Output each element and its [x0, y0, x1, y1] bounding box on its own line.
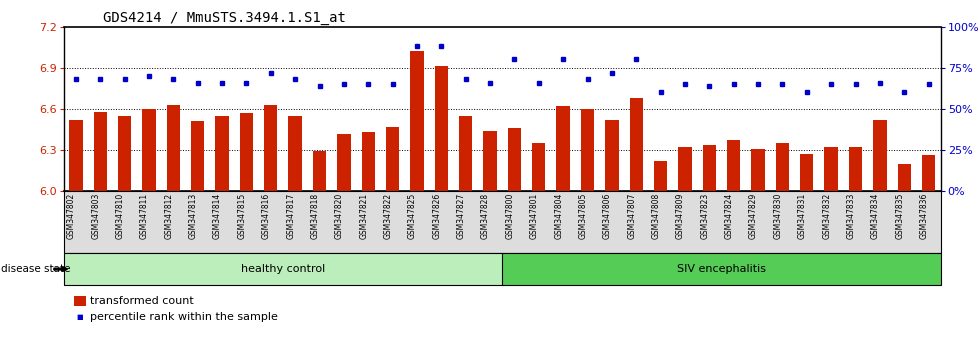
Bar	[313, 152, 326, 191]
Text: GSM347825: GSM347825	[408, 193, 416, 239]
Text: ■: ■	[76, 314, 82, 320]
Bar	[167, 105, 180, 191]
Bar	[849, 147, 862, 191]
Text: GSM347804: GSM347804	[554, 193, 563, 239]
Bar	[264, 105, 277, 191]
Text: GSM347813: GSM347813	[189, 193, 198, 239]
Text: GSM347826: GSM347826	[432, 193, 441, 239]
Text: GSM347831: GSM347831	[798, 193, 807, 239]
Bar	[629, 98, 643, 191]
Text: GSM347808: GSM347808	[652, 193, 661, 239]
Bar	[678, 147, 692, 191]
Bar	[557, 106, 569, 191]
Text: GSM347833: GSM347833	[847, 193, 856, 239]
Text: percentile rank within the sample: percentile rank within the sample	[90, 312, 278, 322]
Bar	[216, 116, 228, 191]
Text: GSM347824: GSM347824	[724, 193, 734, 239]
Bar	[93, 112, 107, 191]
Text: GSM347802: GSM347802	[67, 193, 75, 239]
Text: GSM347803: GSM347803	[91, 193, 100, 239]
Text: GSM347806: GSM347806	[603, 193, 612, 239]
Text: GSM347818: GSM347818	[311, 193, 319, 239]
Text: GSM347823: GSM347823	[701, 193, 710, 239]
Text: GSM347817: GSM347817	[286, 193, 295, 239]
Bar	[483, 131, 497, 191]
Text: SIV encephalitis: SIV encephalitis	[677, 264, 766, 274]
Text: GSM347810: GSM347810	[116, 193, 124, 239]
Text: GSM347821: GSM347821	[360, 193, 368, 239]
Bar	[386, 127, 399, 191]
Text: GSM347814: GSM347814	[213, 193, 222, 239]
Text: GSM347832: GSM347832	[822, 193, 831, 239]
Text: healthy control: healthy control	[241, 264, 325, 274]
Text: GSM347820: GSM347820	[335, 193, 344, 239]
Bar	[703, 144, 716, 191]
Bar	[922, 155, 935, 191]
Text: transformed count: transformed count	[90, 296, 194, 306]
Bar	[776, 143, 789, 191]
Bar	[800, 154, 813, 191]
Text: GSM347830: GSM347830	[773, 193, 782, 239]
Bar	[459, 116, 472, 191]
Bar	[508, 128, 521, 191]
Bar	[142, 109, 156, 191]
Bar	[288, 116, 302, 191]
Text: GSM347800: GSM347800	[506, 193, 514, 239]
Text: GSM347822: GSM347822	[383, 193, 393, 239]
Bar	[873, 120, 887, 191]
Text: GSM347828: GSM347828	[481, 193, 490, 239]
Text: GDS4214 / MmuSTS.3494.1.S1_at: GDS4214 / MmuSTS.3494.1.S1_at	[103, 11, 346, 25]
Text: GSM347836: GSM347836	[919, 193, 929, 239]
Text: GSM347816: GSM347816	[262, 193, 270, 239]
Text: GSM347805: GSM347805	[578, 193, 588, 239]
Text: GSM347829: GSM347829	[749, 193, 759, 239]
Text: GSM347835: GSM347835	[896, 193, 905, 239]
Bar	[532, 143, 546, 191]
Bar	[118, 116, 131, 191]
Text: GSM347812: GSM347812	[165, 193, 173, 239]
Bar	[654, 161, 667, 191]
Bar	[824, 147, 838, 191]
Text: GSM347801: GSM347801	[530, 193, 539, 239]
Bar	[898, 164, 911, 191]
Text: GSM347834: GSM347834	[871, 193, 880, 239]
Bar	[727, 141, 741, 191]
Text: GSM347809: GSM347809	[676, 193, 685, 239]
Bar	[337, 133, 351, 191]
Bar	[191, 121, 205, 191]
Text: GSM347807: GSM347807	[627, 193, 636, 239]
Bar	[606, 120, 618, 191]
Bar	[435, 66, 448, 191]
Bar	[411, 51, 423, 191]
Bar	[581, 109, 594, 191]
Text: GSM347811: GSM347811	[140, 193, 149, 239]
Bar	[240, 113, 253, 191]
Text: GSM347827: GSM347827	[457, 193, 465, 239]
Text: GSM347815: GSM347815	[237, 193, 246, 239]
Bar	[70, 120, 82, 191]
Bar	[362, 132, 375, 191]
Text: disease state: disease state	[1, 264, 71, 274]
Bar	[752, 149, 764, 191]
